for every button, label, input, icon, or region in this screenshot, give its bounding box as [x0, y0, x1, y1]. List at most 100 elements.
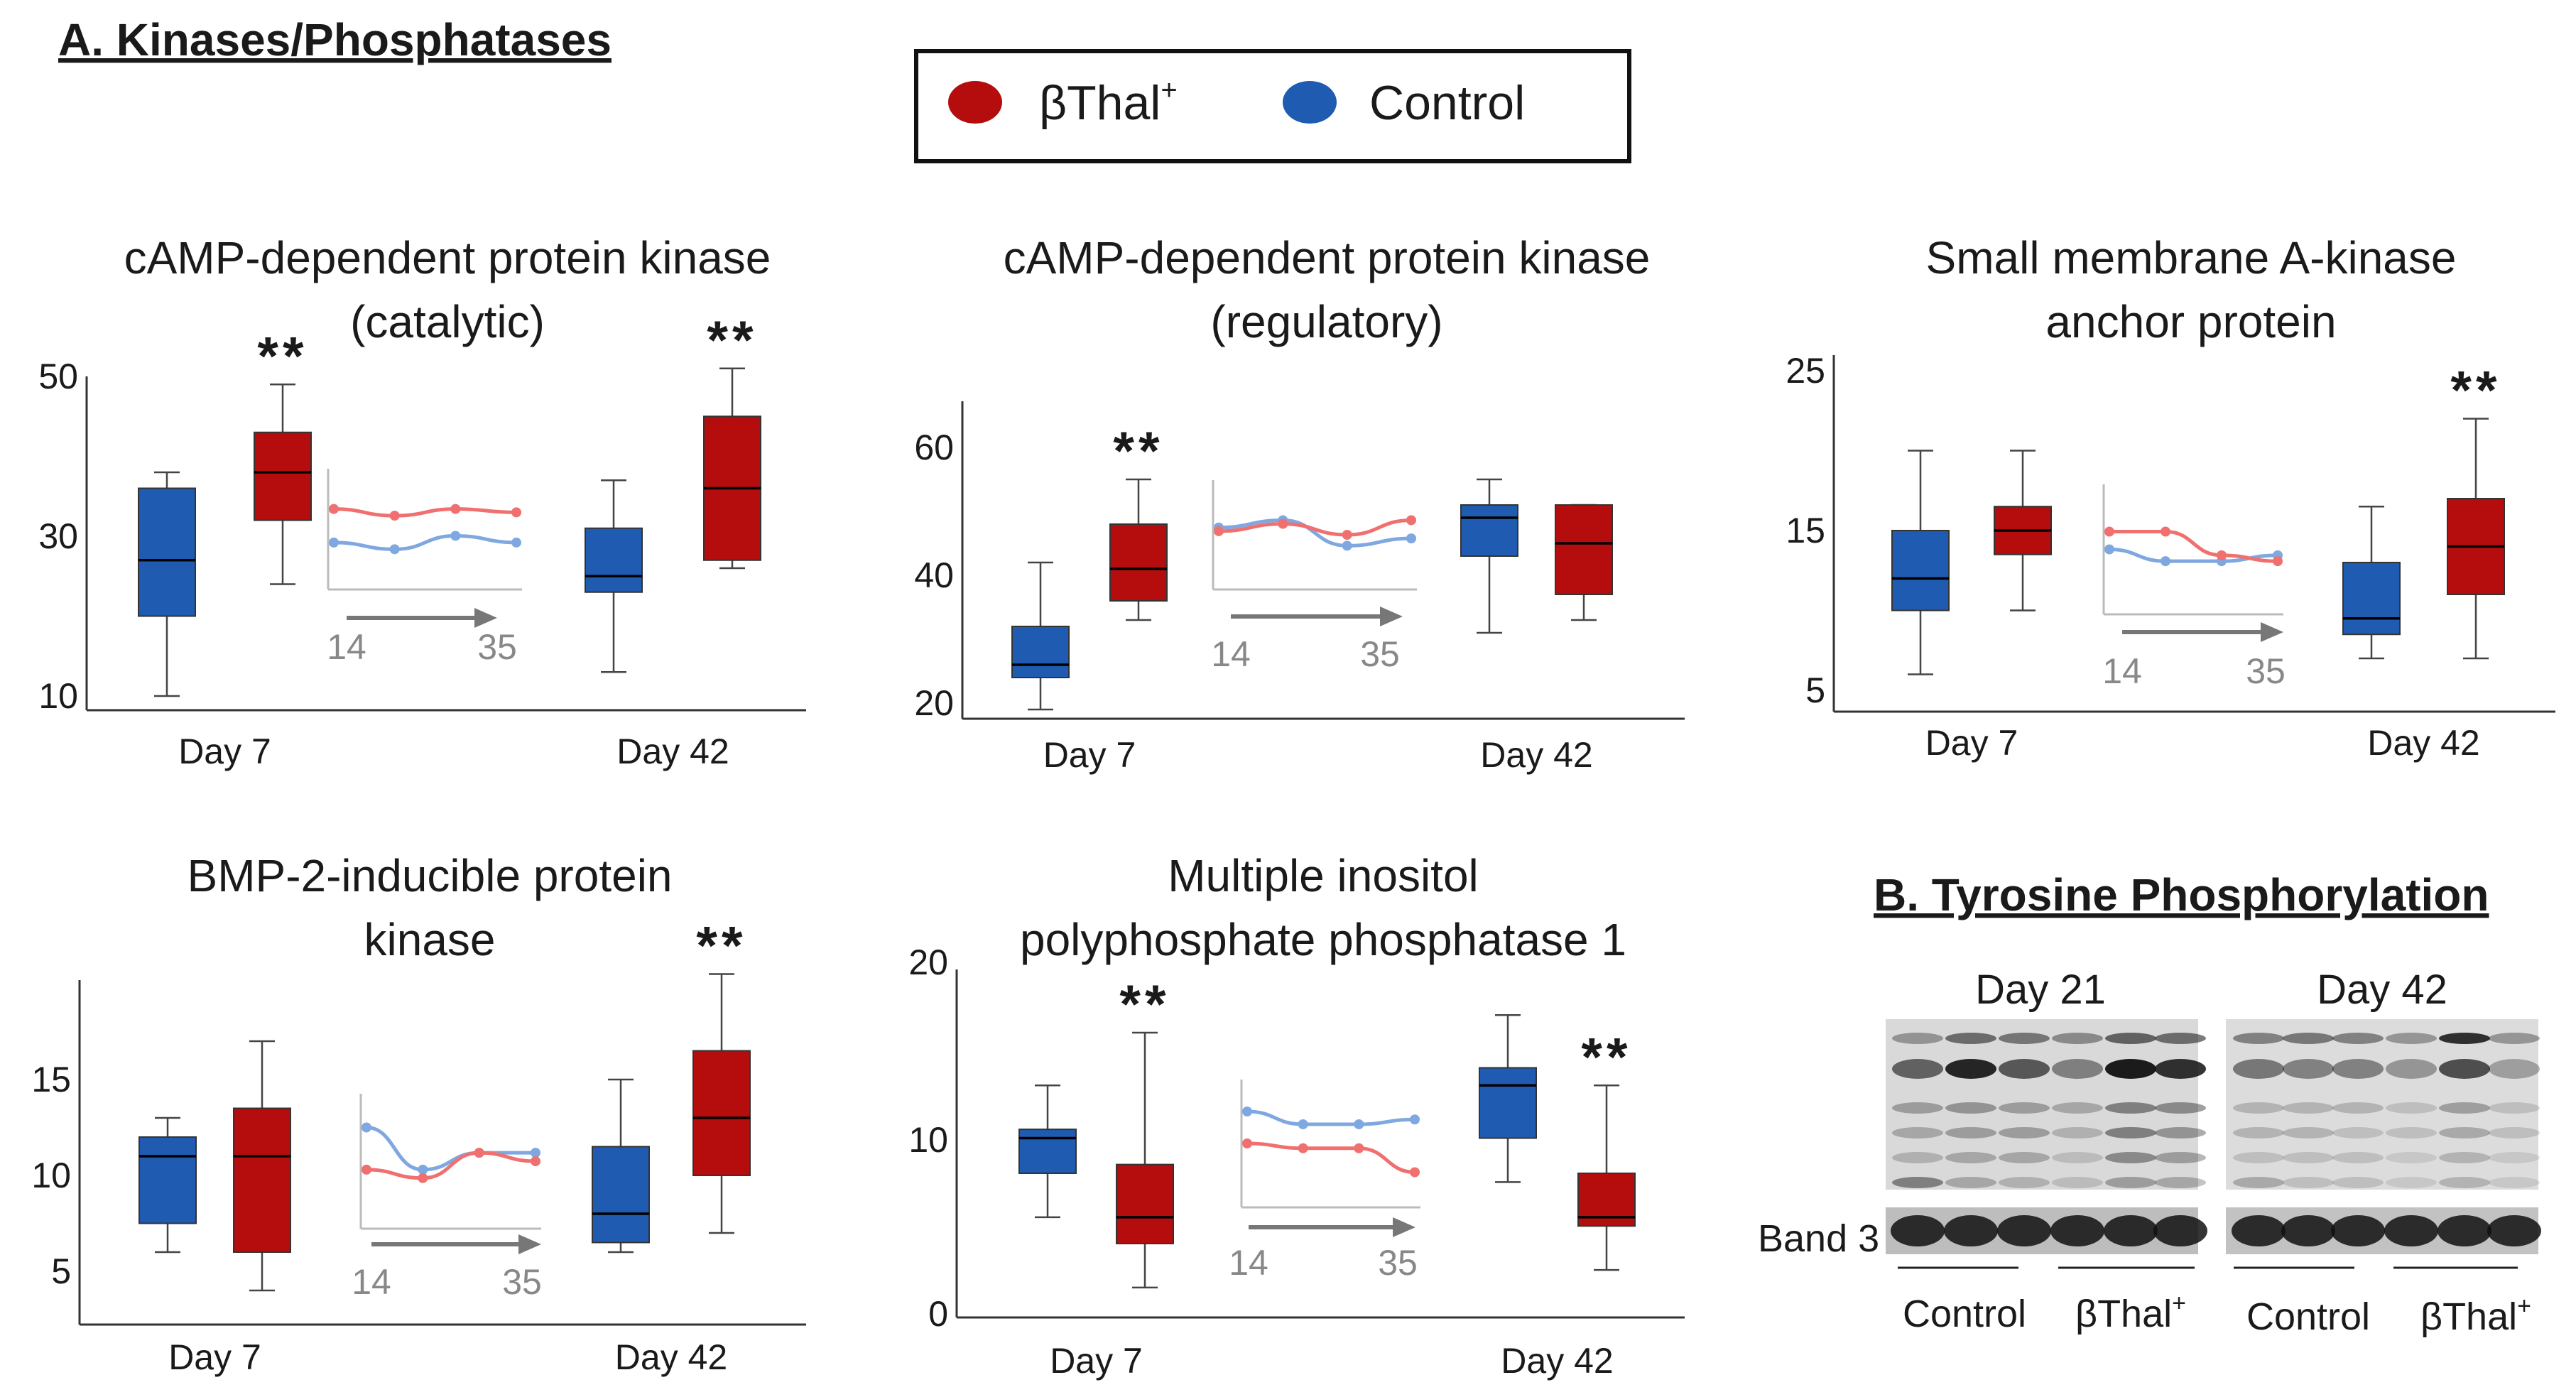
box-thal-day42 — [2447, 418, 2505, 660]
chart-panel-2: cAMP-dependent protein kinase (regulatory… — [914, 232, 1685, 775]
blot-band — [2105, 1059, 2156, 1079]
trend-point — [1354, 1143, 1364, 1153]
inset-x-end-label: 35 — [1378, 1243, 1418, 1283]
trend-line — [1246, 1141, 1415, 1174]
blot-band — [2489, 1127, 2540, 1138]
day-label: Day 42 — [1480, 735, 1592, 775]
blot-band — [2332, 1127, 2384, 1138]
day42-thal-superscript: + — [2517, 1293, 2531, 1320]
inset-x-start-label: 14 — [327, 627, 366, 667]
blot-band — [2155, 1177, 2206, 1188]
trend-point — [511, 507, 521, 518]
legend-control-label: Control — [1369, 76, 1525, 130]
trend-series-control — [2104, 544, 2283, 567]
trend-point — [329, 504, 339, 514]
blot-day42-label: Day 42 — [2317, 967, 2447, 1013]
box-iqr — [592, 1146, 650, 1244]
blot-band — [2439, 1177, 2490, 1188]
y-tick-label: 30 — [38, 516, 78, 556]
chart-title-line1: Small membrane A-kinase — [1926, 232, 2457, 283]
y-tick-label: 10 — [31, 1156, 71, 1195]
inset-x-end-label: 35 — [477, 627, 517, 667]
box-iqr — [585, 527, 643, 593]
significance-marker: ** — [1119, 974, 1170, 1035]
y-tick-label: 5 — [1805, 670, 1825, 710]
significance-marker: ** — [1113, 421, 1163, 482]
trend-series-control — [1214, 515, 1416, 551]
box-iqr — [1116, 1163, 1174, 1244]
box-iqr — [1018, 1129, 1077, 1174]
blot-band — [2283, 1102, 2334, 1114]
box-iqr — [1891, 530, 1950, 611]
y-tick-label: 5 — [51, 1251, 71, 1291]
trend-point — [531, 1148, 540, 1158]
blot-band — [1892, 1177, 1943, 1188]
y-tick-label: 15 — [31, 1060, 71, 1099]
day21-control-label: Control — [1903, 1293, 2026, 1335]
chart-title-line2: anchor protein — [2045, 296, 2336, 347]
blot-band — [2233, 1152, 2284, 1163]
band3-band — [2384, 1215, 2438, 1246]
blot-day21-panel — [1886, 1019, 2198, 1190]
day-label: Day 7 — [178, 732, 271, 771]
trend-series-control — [329, 531, 521, 555]
trend-point — [1410, 1167, 1420, 1178]
trend-line — [1246, 1109, 1415, 1126]
trend-line — [1218, 518, 1412, 548]
y-tick-label: 50 — [38, 357, 78, 396]
trend-series-thal — [2104, 526, 2283, 567]
box-control-day7 — [1018, 1085, 1077, 1219]
chart-title-line1: BMP-2-inducible protein — [188, 850, 673, 901]
trend-point — [2161, 526, 2170, 537]
significance-marker: ** — [696, 916, 746, 977]
box-thal-day42 — [1577, 1085, 1636, 1271]
band3-bands — [1891, 1215, 2541, 1246]
trend-point — [450, 531, 461, 541]
band3-band — [2331, 1215, 2385, 1246]
y-tick-label: 0 — [928, 1294, 948, 1334]
inset-x-start-label: 14 — [352, 1262, 391, 1302]
trend-series-thal — [1214, 515, 1416, 540]
blot-band — [2439, 1127, 2490, 1138]
blot-band — [2489, 1059, 2540, 1079]
box-iqr — [233, 1107, 291, 1253]
day21-thal-superscript: + — [2172, 1290, 2186, 1317]
blot-band — [2386, 1059, 2437, 1079]
box-thal-day7 — [1116, 1031, 1174, 1289]
box-iqr — [692, 1050, 751, 1176]
trend-point — [1406, 515, 1416, 526]
box-iqr — [1011, 626, 1070, 678]
trend-point — [1242, 1138, 1252, 1148]
box-thal-day7 — [1109, 478, 1168, 621]
blot-band — [1999, 1059, 2050, 1079]
trend-point — [1298, 1143, 1308, 1153]
blot-band — [2233, 1033, 2284, 1044]
day-label: Day 42 — [616, 732, 729, 771]
trend-point — [1298, 1119, 1308, 1129]
trend-series-thal — [329, 504, 521, 521]
blot-band — [1999, 1177, 2050, 1188]
trend-point — [329, 537, 339, 548]
trend-series-thal — [1242, 1138, 1420, 1178]
inset-x-start-label: 14 — [1211, 634, 1251, 674]
blot-band — [2052, 1177, 2103, 1188]
blot-band — [1945, 1059, 1996, 1079]
trend-point — [418, 1173, 428, 1183]
blot-band — [2233, 1102, 2284, 1114]
y-tick-label: 15 — [1786, 511, 1825, 550]
box-thal-day42 — [692, 973, 751, 1234]
trend-line — [1218, 518, 1412, 537]
day42-thal-label: βThal+ — [2420, 1293, 2531, 1338]
blot-bands — [1892, 1033, 2540, 1188]
band3-band — [2104, 1215, 2158, 1246]
blot-band — [1892, 1102, 1943, 1114]
box-control-day7 — [138, 1116, 197, 1254]
day-label: Day 7 — [1043, 735, 1136, 775]
day-label: Day 42 — [1501, 1341, 1613, 1381]
trend-point — [418, 1164, 428, 1175]
band3-band — [2050, 1215, 2104, 1246]
time-arrow-head — [1393, 1217, 1415, 1237]
section-b-title: B. Tyrosine Phosphorylation — [1874, 869, 2489, 920]
band3-band — [2232, 1215, 2286, 1246]
trend-line — [333, 507, 517, 518]
